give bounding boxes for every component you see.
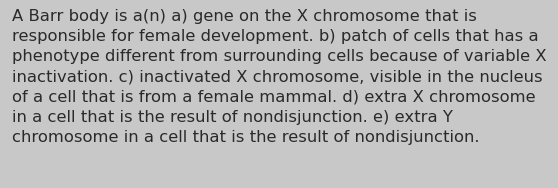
Text: A Barr body is a(n) a) gene on the X chromosome that is
responsible for female d: A Barr body is a(n) a) gene on the X chr…: [12, 9, 547, 145]
